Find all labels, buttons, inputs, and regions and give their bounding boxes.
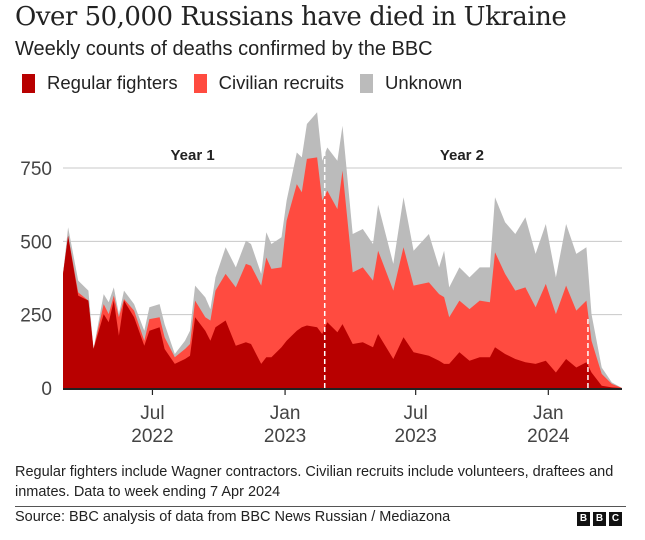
source-note: Source: BBC analysis of data from BBC Ne… bbox=[15, 509, 451, 525]
chart-title: Over 50,000 Russians have died in Ukrain… bbox=[15, 2, 567, 32]
x-tick-label-month: Jul bbox=[140, 403, 164, 424]
bbc-logo: B B C bbox=[577, 512, 622, 526]
chart-subtitle: Weekly counts of deaths confirmed by the… bbox=[15, 38, 433, 60]
legend-item-unknown: Unknown bbox=[360, 72, 462, 94]
logo-letter: B bbox=[577, 512, 590, 526]
x-tick-label-year: 2023 bbox=[264, 426, 306, 447]
divider bbox=[15, 506, 626, 507]
area-regular-fighters bbox=[63, 235, 622, 388]
y-tick-label: 0 bbox=[41, 379, 52, 400]
y-tick-label: 250 bbox=[20, 306, 52, 327]
legend-label: Unknown bbox=[385, 72, 463, 93]
footnote: Regular fighters include Wagner contract… bbox=[15, 464, 614, 500]
legend-swatch-civilian bbox=[193, 73, 207, 93]
legend-swatch-regular bbox=[22, 73, 35, 93]
logo-letter: B bbox=[593, 512, 606, 526]
x-tick-label-month: Jan bbox=[270, 403, 301, 424]
legend-swatch-unknown bbox=[360, 73, 374, 93]
legend: Regular fighters Civilian recruits Unkno… bbox=[22, 72, 478, 94]
logo-letter: C bbox=[609, 512, 622, 526]
x-tick-label-month: Jan bbox=[533, 403, 564, 424]
legend-label: Civilian recruits bbox=[218, 72, 345, 93]
legend-item-regular: Regular fighters bbox=[22, 72, 178, 94]
year-annotation: Year 2 bbox=[440, 147, 484, 164]
x-tick-label-year: 2022 bbox=[131, 426, 173, 447]
x-tick-label-year: 2024 bbox=[527, 426, 570, 447]
year-annotation: Year 1 bbox=[170, 147, 214, 164]
x-tick-label-month: Jul bbox=[404, 403, 428, 424]
y-tick-label: 750 bbox=[20, 159, 52, 180]
x-tick-label-year: 2023 bbox=[395, 426, 437, 447]
y-tick-label: 500 bbox=[20, 232, 52, 253]
legend-item-civilian: Civilian recruits bbox=[193, 72, 345, 94]
legend-label: Regular fighters bbox=[47, 72, 178, 93]
